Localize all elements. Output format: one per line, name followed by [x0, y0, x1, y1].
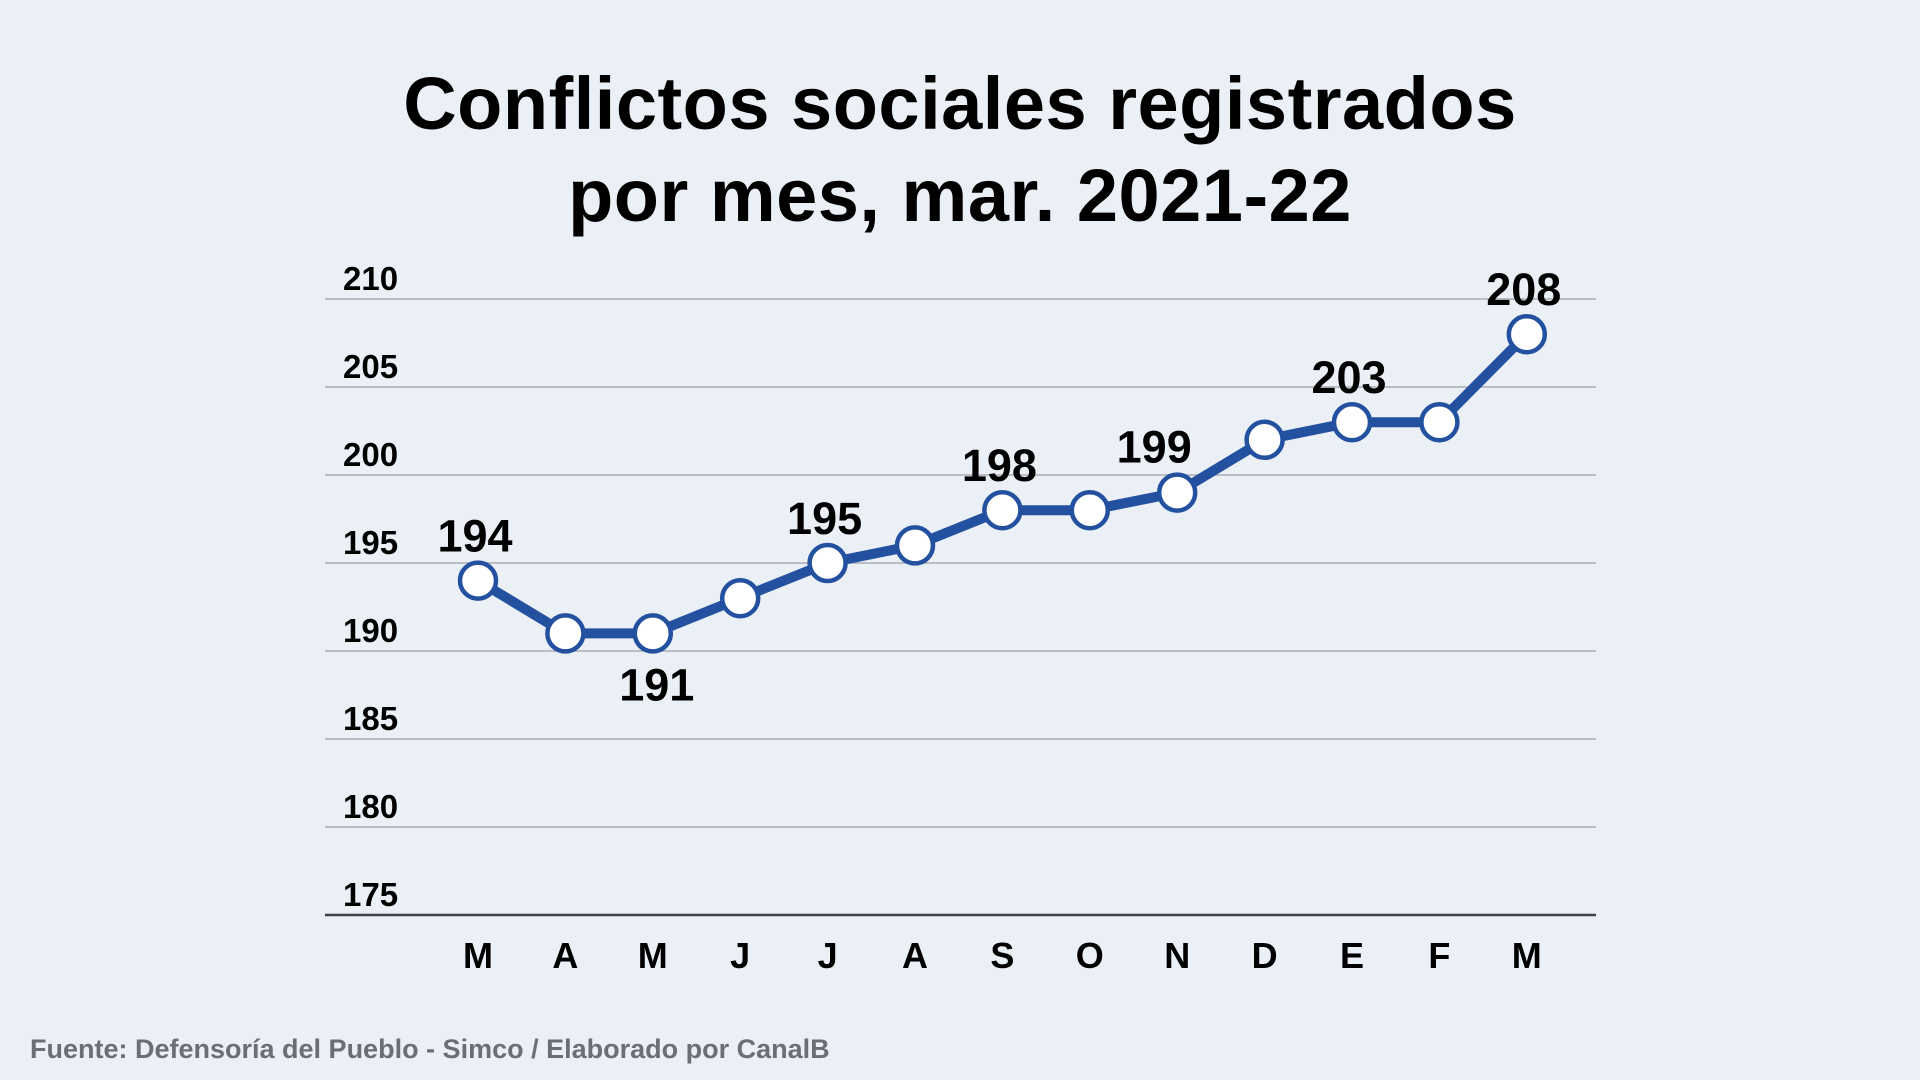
x-tick-label: J [730, 935, 750, 976]
data-label: 203 [1311, 352, 1386, 403]
data-point-marker [1244, 419, 1285, 461]
data-labels: 194 191 195 198 199 203 208 [437, 264, 1561, 710]
x-tick-label: J [818, 935, 838, 976]
x-tick-label: M [638, 935, 668, 976]
y-tick-label: 195 [343, 524, 398, 561]
source-footnote: Fuente: Defensoría del Pueblo - Simco / … [30, 1034, 830, 1064]
x-tick-label: M [463, 935, 493, 976]
y-tick-label: 205 [343, 348, 398, 385]
x-tick-label: A [902, 935, 928, 976]
data-point-marker [457, 560, 499, 601]
x-tick-label: F [1428, 935, 1450, 976]
data-point-marker [632, 613, 674, 654]
data-point-marker [1506, 313, 1548, 355]
data-point-marker [1156, 472, 1198, 513]
data-label: 208 [1486, 264, 1561, 315]
y-tick-label: 175 [343, 876, 398, 913]
data-point-marker [807, 542, 848, 584]
x-tick-label: O [1076, 935, 1104, 976]
y-tick-label: 180 [343, 788, 398, 825]
data-label: 191 [619, 659, 694, 710]
data-point-marker [1331, 401, 1373, 443]
data-label: 198 [962, 440, 1037, 491]
x-tick-label: A [552, 935, 578, 976]
y-tick-label: 185 [343, 700, 398, 737]
x-tick-label: D [1252, 935, 1278, 976]
data-point-marker [1069, 489, 1111, 531]
data-label: 194 [437, 511, 512, 562]
data-point-marker [545, 613, 586, 654]
y-tick-label: 210 [343, 260, 398, 297]
data-label: 195 [787, 493, 862, 544]
x-tick-label: S [990, 935, 1014, 976]
chart-title: Conflictos sociales registrados por mes,… [0, 58, 1920, 242]
data-label: 199 [1117, 422, 1192, 473]
data-point-marker [719, 577, 761, 619]
y-tick-label: 190 [343, 612, 398, 649]
x-tick-label: N [1164, 935, 1190, 976]
data-point-marker [1419, 401, 1460, 443]
y-tick-label: 200 [343, 436, 398, 473]
x-tick-label: E [1340, 935, 1364, 976]
data-point-marker [894, 525, 936, 566]
y-axis-tick-labels: 175 180 185 190 195 200 205 210 [343, 260, 398, 913]
chart-title-line-1: Conflictos sociales registrados [403, 62, 1517, 145]
chart-title-line-2: por mes, mar. 2021-22 [568, 154, 1352, 237]
x-tick-label: M [1512, 935, 1542, 976]
gridlines [325, 298, 1596, 917]
data-point-marker [982, 489, 1023, 531]
data-markers [457, 313, 1548, 654]
